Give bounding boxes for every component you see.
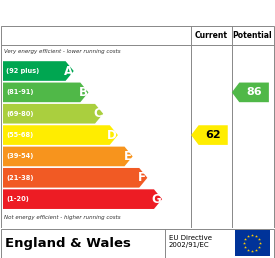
Polygon shape bbox=[3, 104, 103, 124]
Text: (69-80): (69-80) bbox=[6, 111, 34, 117]
Text: D: D bbox=[107, 128, 117, 142]
Text: Potential: Potential bbox=[233, 31, 272, 40]
Polygon shape bbox=[3, 168, 147, 188]
Polygon shape bbox=[3, 125, 118, 145]
Text: (81-91): (81-91) bbox=[6, 89, 34, 95]
Text: EU Directive
2002/91/EC: EU Directive 2002/91/EC bbox=[169, 235, 212, 248]
Text: Current: Current bbox=[195, 31, 228, 40]
Polygon shape bbox=[191, 125, 228, 145]
Text: (1-20): (1-20) bbox=[6, 196, 29, 202]
Text: 86: 86 bbox=[246, 87, 262, 97]
Text: F: F bbox=[138, 171, 146, 184]
Bar bbox=[235, 230, 270, 256]
Text: Not energy efficient - higher running costs: Not energy efficient - higher running co… bbox=[4, 215, 121, 220]
Text: (55-68): (55-68) bbox=[6, 132, 33, 138]
Text: C: C bbox=[94, 107, 102, 120]
Text: 62: 62 bbox=[205, 130, 221, 140]
Text: Energy Efficiency Rating: Energy Efficiency Rating bbox=[8, 6, 210, 21]
Text: B: B bbox=[78, 86, 87, 99]
Polygon shape bbox=[3, 83, 89, 102]
Text: Very energy efficient - lower running costs: Very energy efficient - lower running co… bbox=[4, 49, 121, 54]
Polygon shape bbox=[3, 147, 133, 166]
Text: A: A bbox=[64, 64, 73, 77]
Text: (92 plus): (92 plus) bbox=[6, 68, 39, 74]
Text: (21-38): (21-38) bbox=[6, 175, 34, 181]
Polygon shape bbox=[232, 83, 269, 102]
Text: G: G bbox=[151, 193, 161, 206]
Text: England & Wales: England & Wales bbox=[5, 237, 131, 249]
Polygon shape bbox=[3, 61, 74, 81]
Text: (39-54): (39-54) bbox=[6, 154, 33, 159]
Text: E: E bbox=[124, 150, 132, 163]
Polygon shape bbox=[3, 189, 162, 209]
